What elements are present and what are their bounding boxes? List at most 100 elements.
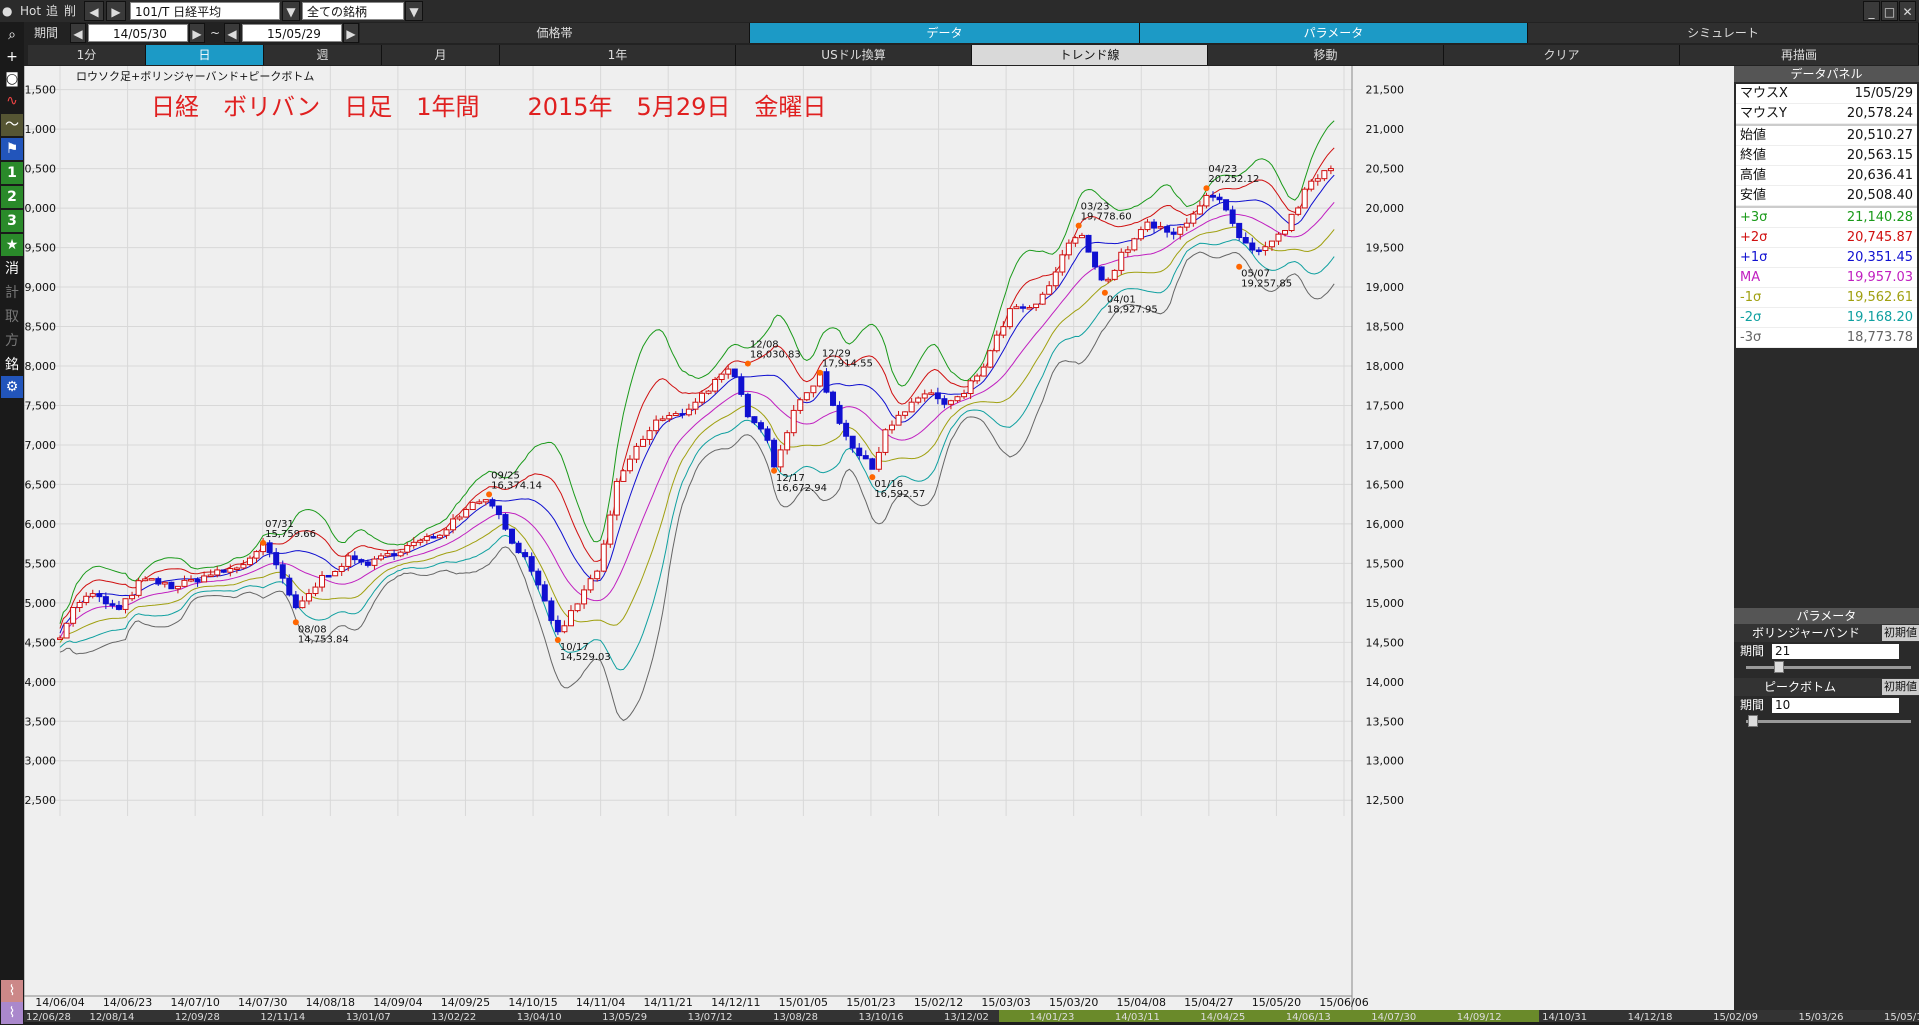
delete-button[interactable]: 削 [64,4,77,18]
overview-tick: 13/05/29 [602,1012,647,1022]
take-button[interactable]: 取 [5,309,19,325]
data-row-value: 19,168.20 [1846,310,1913,325]
candle-body [1072,237,1079,244]
candle-body [757,422,764,430]
peak-marker [1203,185,1210,192]
preset-3-button[interactable]: 3 [1,210,23,232]
from-date-field[interactable]: 14/05/30 [88,24,188,42]
data-row-value: 21,140.28 [1846,210,1913,225]
tab-usd[interactable]: USドル換算 [736,45,972,65]
tab-price-band[interactable]: 価格帯 [360,23,750,43]
tab-move[interactable]: 移動 [1208,45,1444,65]
tab-monthly[interactable]: 月 [382,45,500,65]
x-tick-label: 14/10/15 [508,996,557,1009]
pb-period-label: 期間 [1740,698,1765,712]
bulb-icon[interactable]: ● [2,4,13,18]
band-minus1 [59,226,1335,643]
calc-button[interactable]: 計 [5,285,19,301]
x-tick-label: 15/05/20 [1252,996,1301,1009]
gear-icon[interactable]: ⚙ [1,376,23,398]
preset-2-button[interactable]: 2 [1,186,23,208]
indicator-icon[interactable]: 〜 [1,114,23,136]
overview-tick: 13/01/07 [346,1012,391,1022]
flag-icon[interactable]: ⚑ [1,138,23,160]
x-tick-label: 15/01/05 [779,996,828,1009]
tab-1year[interactable]: 1年 [500,45,736,65]
tab-simulate[interactable]: シミュレート [1528,23,1919,43]
symbol-field[interactable]: 101/T 日経平均 [130,2,280,20]
tab-trendline[interactable]: トレンド線 [972,45,1208,65]
symbol-button[interactable]: 銘 [5,357,19,373]
search-icon[interactable]: ⌕ [8,27,16,43]
overview-strip[interactable]: 12/06/28 12/08/14 12/09/28 12/11/14 13/01/07… [24,1010,1919,1022]
candle-body [1268,240,1275,248]
from-next-button[interactable]: ▶ [189,23,205,43]
preset-1-button[interactable]: 1 [1,162,23,184]
to-prev-button[interactable]: ◀ [224,23,240,43]
y-tick-label-left: 20,500 [24,163,56,176]
bb-period-label: 期間 [1740,644,1765,658]
erase-button[interactable]: 消 [5,261,19,277]
chart-subtitle: ロウソク足+ボリンジャーバンド+ピークボトム [76,70,314,83]
candle-body [1059,254,1066,273]
from-prev-button[interactable]: ◀ [70,23,86,43]
data-row-key: -1σ [1740,290,1762,305]
candle-body [1177,226,1184,235]
tab-daily[interactable]: 日 [146,45,264,65]
to-next-button[interactable]: ▶ [343,23,359,43]
candle-body [155,578,162,585]
universe-field[interactable]: 全ての銘柄 [302,2,404,20]
window-maximize-button[interactable]: □ [1881,1,1898,21]
candle-body [76,601,83,609]
candle-body [456,516,463,520]
data-row-key: マウスY [1740,106,1787,121]
universe-dropdown-button[interactable]: ▼ [405,1,423,21]
star-icon[interactable]: ★ [1,234,23,256]
left-sidebar: ⌕ + ◙ ∿ 〜 ⚑ 1 2 3 ★ 消 計 取 方 銘 ⚙ ⌇ ⌇ [0,22,24,1024]
window-minimize-button[interactable]: _ [1863,1,1880,21]
hot-button[interactable]: Hot [20,4,42,18]
tab-parameters[interactable]: パラメータ [1140,23,1528,43]
tab-clear[interactable]: クリア [1444,45,1680,65]
window-close-button[interactable]: ✕ [1899,1,1916,21]
data-row-value: 20,578.24 [1846,106,1913,121]
symbol-dropdown-button[interactable]: ▼ [282,1,300,21]
candle-body [378,555,384,560]
plus-icon[interactable]: + [6,49,18,65]
data-row: +3σ 21,140.28 [1736,206,1917,228]
mini-chart-icon[interactable]: ⌇ [1,980,23,1002]
tab-data[interactable]: データ [750,23,1140,43]
candle-body [423,536,430,541]
data-row-key: 高値 [1740,168,1767,183]
bb-period-slider[interactable] [1738,660,1915,674]
add-button[interactable]: 追 [46,4,59,18]
chart-area[interactable]: 07/31 15,759.66 08/08 14,753.84 09/25 16,374.… [18,66,1734,1022]
to-date-field[interactable]: 15/05/29 [242,24,342,42]
pb-reset-button[interactable]: 初期値 [1882,679,1919,695]
data-row: 終値 20,563.15 [1736,146,1917,166]
prev-symbol-button[interactable]: ◀ [84,1,104,21]
candle-body [535,570,542,586]
pb-period-slider[interactable] [1738,714,1915,728]
mini-indicator-icon[interactable]: ⌇ [1,1002,23,1024]
pb-period-input[interactable]: 10 [1772,697,1900,713]
candle-body [463,509,470,518]
next-symbol-button[interactable]: ▶ [106,1,126,21]
chart-icon[interactable]: ∿ [6,93,18,109]
candle-body [273,552,280,566]
camera-icon[interactable]: ◙ [5,71,19,87]
candle-body [397,551,404,557]
direction-button[interactable]: 方 [5,333,19,349]
tab-1min[interactable]: 1分 [28,45,146,65]
candle-body [947,400,954,405]
overview-tick: 12/09/28 [175,1012,220,1022]
range-tilde: ~ [210,26,221,40]
tab-redraw[interactable]: 再描画 [1680,45,1919,65]
bb-reset-button[interactable]: 初期値 [1882,625,1919,641]
bb-period-input[interactable]: 21 [1772,643,1900,659]
tab-weekly[interactable]: 週 [264,45,382,65]
candle-body [797,399,804,411]
data-row-value: 20,351.45 [1846,250,1913,265]
period-bar: 期間 ◀ 14/05/30 ▶ ~ ◀ 15/05/29 ▶ 価格帯 データ パ… [0,22,1919,44]
